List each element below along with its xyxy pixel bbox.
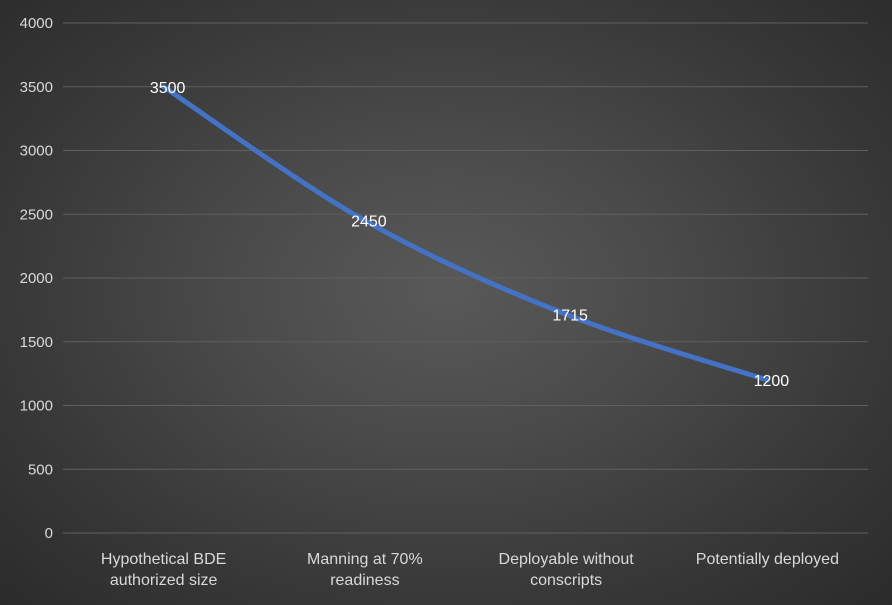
series-layer (161, 84, 770, 383)
data-label: 1200 (754, 373, 790, 390)
data-labels: 3500 2450 1715 1200 (150, 80, 789, 390)
y-tick-label: 2500 (20, 206, 53, 223)
x-axis-categories: Hypothetical BDE authorized size Manning a… (101, 551, 839, 589)
x-category-label: Hypothetical BDE authorized size (101, 551, 226, 589)
series-line (161, 84, 770, 383)
x-category-label: Manning at 70% readiness (307, 551, 423, 589)
y-tick-label: 3000 (20, 143, 53, 160)
y-tick-label: 0 (45, 525, 53, 542)
data-label: 3500 (150, 80, 186, 97)
y-tick-label: 1000 (20, 398, 53, 415)
y-tick-label: 3500 (20, 79, 53, 96)
y-tick-label: 1500 (20, 334, 53, 351)
gridlines (63, 22, 868, 534)
y-tick-label: 2000 (20, 270, 53, 287)
x-category-label: Deployable without conscripts (499, 551, 635, 589)
y-axis-ticks: 0 500 1000 1500 2000 2500 3000 3500 4000 (20, 15, 53, 542)
data-label: 1715 (552, 307, 588, 324)
y-tick-label: 4000 (20, 15, 53, 32)
x-category-label: Potentially deployed (696, 551, 839, 568)
y-tick-label: 500 (28, 461, 53, 478)
data-label: 2450 (351, 214, 387, 231)
